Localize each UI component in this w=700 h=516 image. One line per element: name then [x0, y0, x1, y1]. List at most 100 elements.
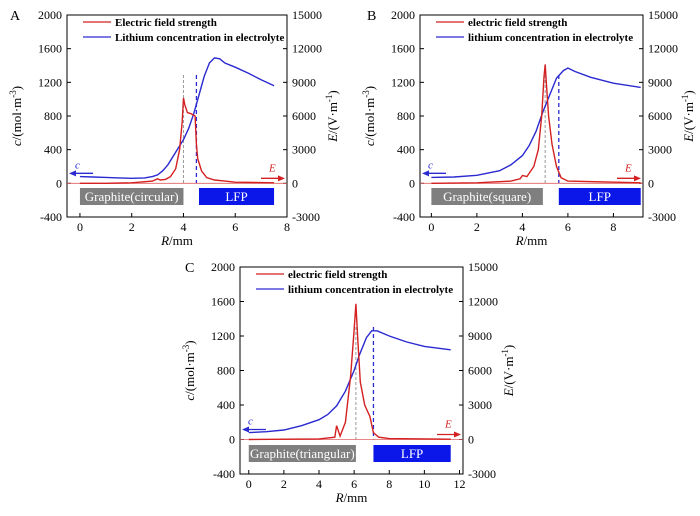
y-left-axis-label: c/(mol·m-3) — [8, 86, 24, 146]
y-right-tick-label: 12000 — [648, 42, 678, 56]
y-right-tick-label: 12000 — [468, 295, 498, 309]
concentration-series-line — [431, 67, 641, 179]
panel-letter: A — [10, 9, 21, 24]
y-right-var: E — [681, 134, 696, 143]
c-axis-arrow-label: c — [428, 159, 433, 171]
x-axis-var: R — [160, 233, 169, 248]
y-right-var: E — [325, 134, 340, 143]
y-left-axis-label: c/(mol·m-3) — [181, 340, 197, 400]
y-left-var: c — [182, 395, 197, 401]
x-tick-label: 8 — [284, 220, 290, 234]
c-axis-arrowhead — [242, 426, 249, 433]
y-left-exponent: -3 — [181, 344, 191, 352]
c-axis-arrowhead — [422, 170, 429, 177]
concentration-series-line — [248, 330, 451, 434]
y-right-unit: /(V·m — [325, 102, 340, 134]
c-axis-arrow-label: c — [75, 159, 80, 171]
x-axis-var: R — [335, 490, 344, 505]
x-tick-label: 6 — [351, 477, 357, 491]
x-axis-label: R/mm — [160, 233, 193, 248]
y-right-exponent: -1 — [680, 95, 690, 103]
y-right-close: ) — [681, 90, 696, 94]
x-tick-label: 2 — [129, 220, 135, 234]
lfp-region-bar — [199, 188, 275, 205]
graphite-region-label: Graphite(circular) — [85, 189, 179, 204]
y-right-unit: /(V·m — [681, 102, 696, 134]
y-left-close: ) — [362, 86, 377, 90]
x-axis-unit: /mm — [169, 233, 193, 248]
legend-label-concentration: lithium concentration in electrolyte — [288, 284, 453, 296]
x-axis-unit: /mm — [344, 490, 368, 505]
y-left-tick-label: 400 — [217, 398, 235, 412]
lfp-region-bar — [558, 188, 641, 205]
y-left-tick-label: -400 — [213, 467, 235, 481]
y-left-exponent: -3 — [8, 90, 18, 98]
y-left-unit: /(mol·m — [362, 98, 377, 141]
e-axis-arrowhead — [634, 175, 641, 182]
field-strength-series-line — [248, 303, 451, 441]
y-left-tick-label: 800 — [217, 364, 235, 378]
y-right-tick-label: 0 — [648, 176, 654, 190]
y-left-close: ) — [182, 340, 197, 344]
y-right-tick-label: -3000 — [648, 210, 676, 224]
y-right-axis-label: E/(V·m-1) — [680, 90, 696, 143]
graphite-region-label: Graphite(triangular) — [250, 446, 355, 461]
y-right-tick-label: 15000 — [648, 8, 678, 22]
y-right-unit: /(V·m — [501, 357, 516, 389]
x-axis-label: R/mm — [515, 233, 548, 248]
y-left-tick-label: 1200 — [38, 75, 62, 89]
y-left-tick-label: 0 — [409, 176, 415, 190]
legend-label-field: electric field strength — [288, 269, 387, 281]
y-right-var: E — [501, 388, 516, 397]
y-right-tick-label: 6000 — [468, 364, 492, 378]
y-right-tick-label: 3000 — [648, 143, 672, 157]
y-left-unit: /(mol·m — [9, 98, 24, 141]
x-tick-label: 10 — [418, 477, 430, 491]
plot-frame — [419, 14, 644, 218]
x-tick-label: 4 — [519, 220, 525, 234]
y-left-tick-label: 2000 — [38, 8, 62, 22]
y-left-axis-label: c/(mol·m-3) — [361, 86, 377, 146]
legend-label-concentration: Lithium concentration in electrolyte — [115, 32, 284, 44]
c-axis-arrow-label: c — [248, 416, 253, 428]
e-axis-arrow-label: E — [444, 419, 452, 431]
x-axis-var: R — [515, 233, 524, 248]
y-left-var: c — [362, 140, 377, 146]
y-right-tick-label: 3000 — [292, 143, 316, 157]
e-axis-arrowhead — [278, 175, 285, 182]
e-axis-arrow-label: E — [268, 162, 276, 174]
y-right-tick-label: 9000 — [648, 75, 672, 89]
y-left-unit: /(mol·m — [182, 352, 197, 395]
y-right-tick-label: 9000 — [468, 329, 492, 343]
e-axis-arrowhead — [454, 431, 461, 438]
y-right-close: ) — [501, 345, 516, 349]
y-left-tick-label: 0 — [56, 176, 62, 190]
y-left-tick-label: 0 — [229, 433, 235, 447]
y-right-tick-label: 6000 — [648, 109, 672, 123]
graphite-region-bar — [79, 188, 184, 205]
y-right-tick-label: 15000 — [292, 8, 322, 22]
panel-c: C -400 0 400 800 1200 1600 2000 -3000 0 3000 6000 90… — [181, 260, 516, 505]
y-right-tick-label: 0 — [468, 433, 474, 447]
y-right-tick-label: -3000 — [292, 210, 320, 224]
y-left-tick-label: 800 — [397, 109, 415, 123]
y-left-tick-label: -400 — [393, 210, 415, 224]
y-left-tick-label: 1200 — [211, 329, 235, 343]
x-tick-label: 4 — [180, 220, 186, 234]
e-axis-arrow-label: E — [624, 162, 632, 174]
y-right-exponent: -1 — [324, 95, 334, 103]
concentration-series-line — [79, 57, 275, 180]
y-left-exponent: -3 — [361, 90, 371, 98]
y-left-tick-label: 800 — [44, 109, 62, 123]
y-right-tick-label: -3000 — [468, 467, 496, 481]
panel-letter: B — [367, 9, 376, 24]
x-tick-label: 6 — [565, 220, 571, 234]
field-strength-series-line — [79, 97, 275, 185]
lfp-region-bar — [373, 445, 451, 462]
c-axis-arrowhead — [69, 170, 76, 177]
y-right-close: ) — [325, 90, 340, 94]
y-left-close: ) — [9, 86, 24, 90]
panel-a: A -400 0 400 800 1200 1600 2000 -3000 0 3000 6000 90… — [8, 8, 340, 248]
